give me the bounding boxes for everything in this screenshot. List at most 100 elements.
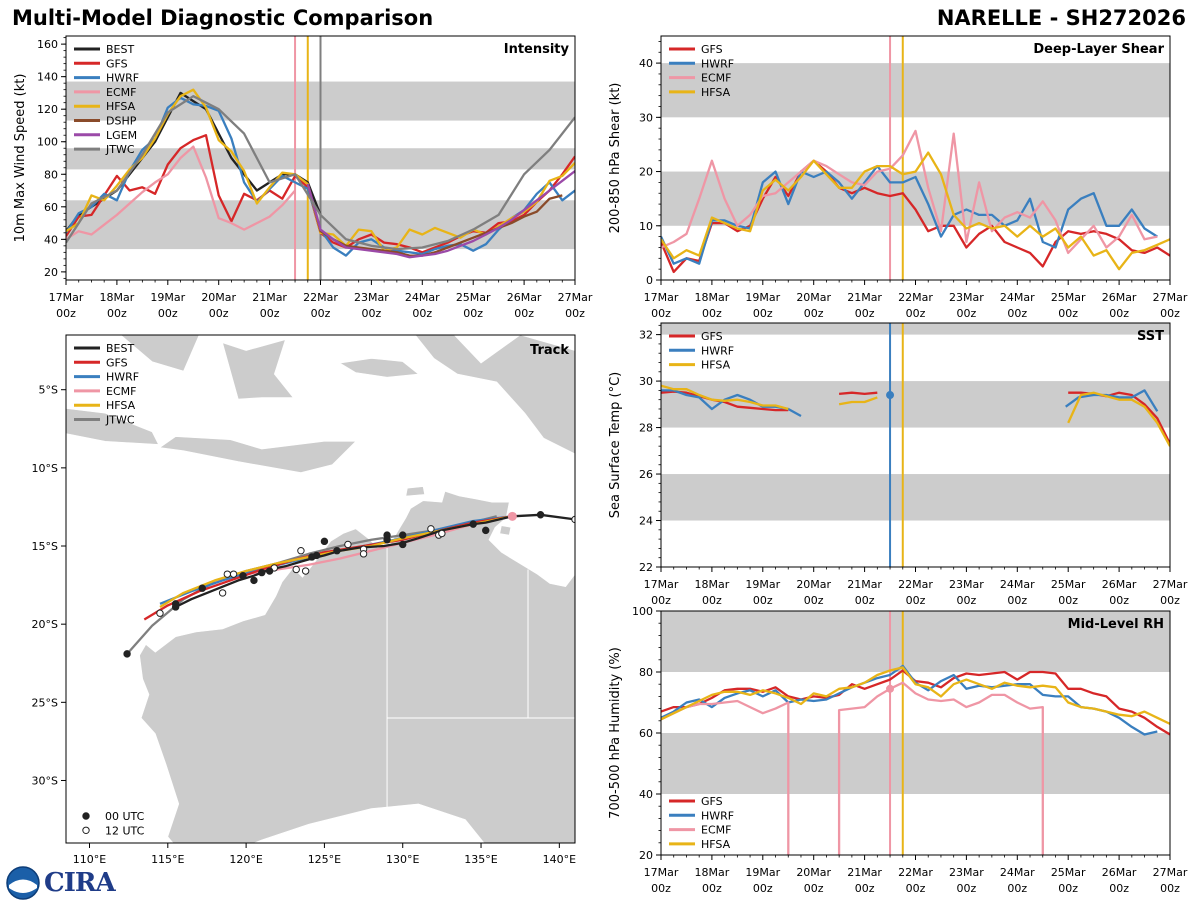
noaa-seal-icon — [6, 866, 40, 900]
intensity-x-tick-label: 18Mar — [100, 291, 135, 304]
track-marker-legend-symbol — [82, 812, 90, 820]
track-marker-12utc — [359, 550, 368, 558]
intensity-y-tick-label: 40 — [44, 233, 58, 246]
sst-x-tick-label: 00z — [906, 594, 926, 607]
sst-y-tick-label: 30 — [639, 375, 653, 388]
track-x-tick-label: 130°E — [386, 853, 419, 866]
track-x-tick-label: 110°E — [73, 853, 106, 866]
intensity-series-dshp — [306, 183, 563, 257]
track-marker-00utc — [383, 536, 391, 544]
track-marker-legend-symbol — [82, 826, 90, 834]
track-marker-12utc — [218, 589, 227, 597]
shear-x-tick-label: 00z — [702, 307, 722, 320]
sst-y-tick-label: 28 — [639, 422, 653, 435]
intensity-x-tick-label: 22Mar — [303, 291, 338, 304]
intensity-x-tick-label: 00z — [209, 307, 229, 320]
track-y-tick-label: 20°S — [32, 618, 58, 631]
sst-x-tick-label: 00z — [957, 594, 977, 607]
intensity-legend-label-hfsa: HFSA — [106, 100, 136, 113]
nusa-tenggara-islands — [159, 436, 357, 473]
track-marker-00utc — [258, 568, 266, 577]
sst-band — [661, 381, 1170, 428]
track-marker-00utc — [198, 584, 206, 592]
track-legend-label-hfsa: HFSA — [106, 399, 136, 412]
sst-x-tick-label: 19Mar — [745, 578, 780, 591]
shear-series-hwrf — [661, 164, 1158, 265]
track-legend-label-ecmf: ECMF — [106, 385, 136, 398]
track-marker-00utc — [320, 537, 329, 546]
intensity-x-tick-label: 21Mar — [252, 291, 287, 304]
intensity-plot-area — [66, 36, 575, 280]
rh-y-tick-label: 20 — [639, 849, 653, 862]
sst-plot-area — [661, 323, 1170, 567]
rh-x-tick-label: 00z — [1160, 882, 1180, 895]
storm-id-title: NARELLE - SH272026 — [936, 6, 1186, 30]
intensity-x-tick-label: 25Mar — [456, 291, 491, 304]
shear-y-tick-label: 20 — [639, 166, 653, 179]
track-x-tick-label: 120°E — [229, 853, 262, 866]
rh-x-tick-label: 00z — [702, 882, 722, 895]
intensity-series-lgem — [306, 170, 575, 259]
sst-x-tick-label: 00z — [651, 594, 671, 607]
track-current-position — [507, 511, 517, 521]
shear-x-tick-label: 24Mar — [1000, 291, 1035, 304]
sst-x-tick-label: 18Mar — [695, 578, 730, 591]
intensity-y-tick-label: 160 — [37, 38, 58, 51]
track-marker-00utc — [333, 547, 341, 555]
rh-x-tick-label: 00z — [753, 882, 773, 895]
sst-frame — [660, 322, 1171, 568]
shear-x-tick-label: 27Mar — [1153, 291, 1188, 304]
rh-x-tick-label: 00z — [855, 882, 875, 895]
intensity-legend-label-gfs: GFS — [106, 57, 128, 70]
shear-series-hfsa — [661, 151, 1170, 271]
track-marker-12utc — [223, 570, 232, 578]
rh-x-tick-label: 24Mar — [1000, 866, 1035, 879]
rh-panel-title: Mid-Level RH — [1068, 617, 1164, 632]
borneo-island — [66, 335, 200, 372]
track-marker-00utc — [171, 603, 180, 611]
rh-y-tick-label: 100 — [632, 605, 653, 618]
sst-panel-title: SST — [1137, 329, 1164, 344]
track-marker-00utc — [265, 567, 274, 575]
intensity-legend-label-ecmf: ECMF — [106, 86, 136, 99]
shear-x-tick-label: 23Mar — [949, 291, 984, 304]
sst-band — [661, 323, 1170, 335]
rh-x-tick-label: 22Mar — [898, 866, 933, 879]
rh-legend-label-gfs: GFS — [701, 795, 723, 808]
track-legend-label-best: BEST — [106, 342, 134, 355]
track-x-tick-label: 140°E — [543, 853, 576, 866]
track-marker-00utc — [469, 520, 477, 528]
track-y-tick-label: 15°S — [32, 540, 58, 553]
sulawesi-island — [222, 339, 294, 400]
intensity-x-tick-label: 27Mar — [558, 291, 593, 304]
intensity-x-tick-label: 19Mar — [150, 291, 185, 304]
australia-landmass — [139, 490, 575, 843]
shear-band — [661, 63, 1170, 118]
rh-x-tick-label: 00z — [1007, 882, 1027, 895]
rh-series-hfsa — [661, 666, 1170, 725]
shear-x-tick-label: 00z — [1109, 307, 1129, 320]
sst-y-tick-label: 22 — [639, 561, 653, 574]
maluku-islands — [339, 358, 420, 378]
track-marker-legend-label: 12 UTC — [105, 824, 145, 837]
track-y-tick-label: 10°S — [32, 462, 58, 475]
sst-x-tick-label: 00z — [1109, 594, 1129, 607]
sst-x-tick-label: 22Mar — [898, 578, 933, 591]
sst-series-hfsa — [661, 384, 789, 411]
sst-x-tick-label: 23Mar — [949, 578, 984, 591]
track-marker-12utc — [297, 547, 305, 555]
intensity-legend-label-dshp: DSHP — [106, 115, 137, 128]
rh-x-tick-label: 19Mar — [745, 866, 780, 879]
track-marker-12utc — [427, 525, 435, 533]
intensity-legend-label-lgem: LGEM — [106, 129, 137, 142]
track-legend-label-gfs: GFS — [106, 356, 128, 369]
rh-init-point — [886, 684, 895, 693]
intensity-y-axis-label: 10m Max Wind Speed (kt) — [13, 74, 28, 243]
sst-y-tick-label: 26 — [639, 468, 653, 481]
shear-legend-label-ecmf: ECMF — [701, 72, 731, 85]
sst-x-tick-label: 00z — [702, 594, 722, 607]
shear-x-tick-label: 22Mar — [898, 291, 933, 304]
track-y-tick-label: 5°S — [39, 384, 58, 397]
intensity-legend-label-hwrf: HWRF — [106, 72, 139, 85]
shear-x-tick-label: 00z — [957, 307, 977, 320]
